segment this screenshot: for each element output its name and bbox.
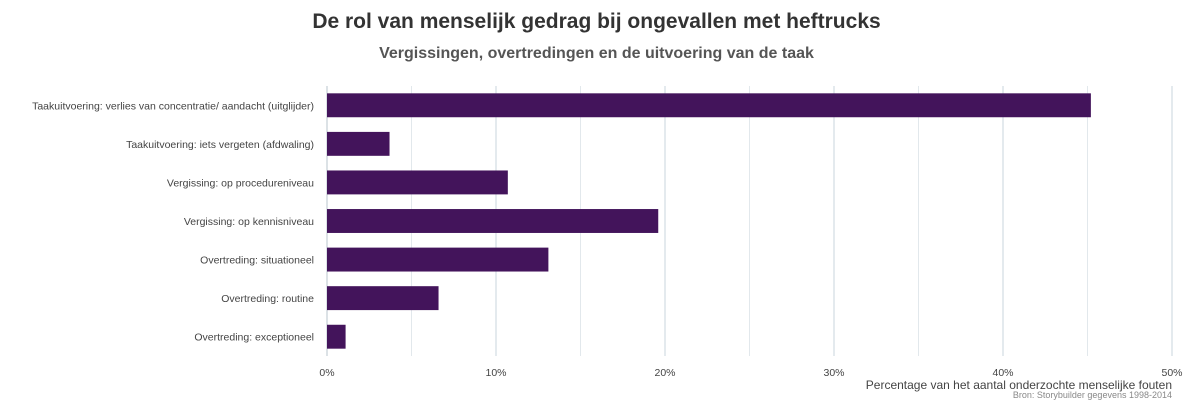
category-label: Taakuitvoering: verlies van concentratie…	[32, 100, 314, 112]
x-axis-title: Percentage van het aantal onderzochte me…	[866, 378, 1172, 392]
chart-title: De rol van menselijk gedrag bij ongevall…	[312, 10, 881, 33]
bars	[327, 93, 1091, 349]
grid-lines	[326, 86, 1173, 356]
x-tick-label: 30%	[823, 367, 844, 379]
bar	[327, 324, 346, 349]
source-note: Bron: Storybuilder gegevens 1998-2014	[1013, 390, 1172, 400]
x-tick-label: 10%	[485, 367, 506, 379]
category-label: Vergissing: op procedureniveau	[167, 177, 314, 189]
x-tick-label: 40%	[992, 367, 1013, 379]
category-label: Overtreding: situationeel	[200, 255, 314, 267]
category-label: Overtreding: routine	[221, 293, 314, 305]
category-label: Overtreding: exceptioneel	[194, 332, 314, 344]
x-tick-label: 20%	[654, 367, 675, 379]
x-tick-label: 50%	[1161, 367, 1182, 379]
bar	[327, 93, 1091, 118]
chart-subtitle: Vergissingen, overtredingen en de uitvoe…	[379, 45, 814, 62]
bar	[327, 209, 659, 233]
category-label: Taakuitvoering: iets vergeten (afdwaling…	[126, 139, 314, 151]
bar	[327, 170, 508, 195]
x-tick-label: 0%	[319, 367, 334, 379]
x-tick-labels: 0% 10% 20% 30% 40% 50%	[319, 367, 1182, 379]
bar	[327, 286, 439, 311]
bar	[327, 247, 549, 272]
category-label: Vergissing: op kennisniveau	[184, 216, 314, 228]
bar	[327, 131, 390, 156]
category-labels: Taakuitvoering: verlies van concentratie…	[32, 100, 314, 343]
